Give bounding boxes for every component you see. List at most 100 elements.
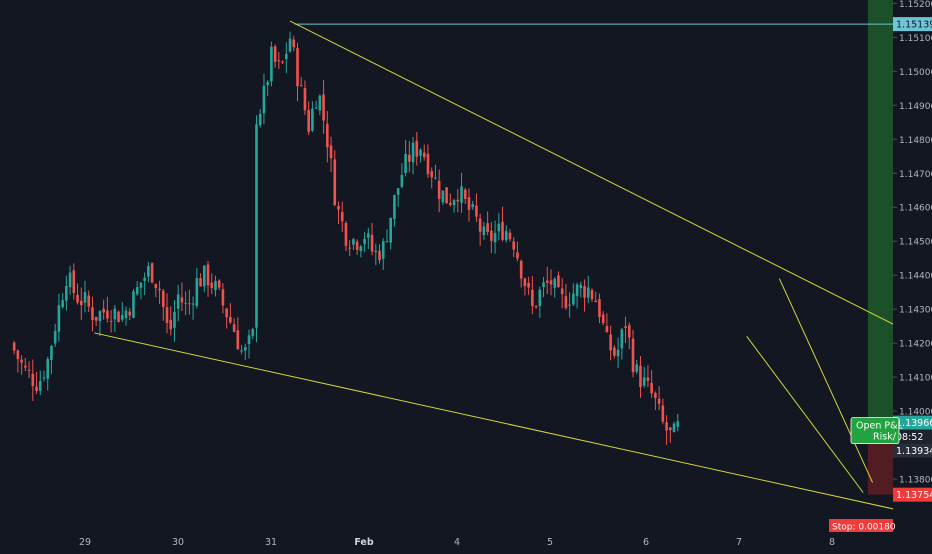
candle-body <box>27 369 31 371</box>
candle-body <box>613 347 616 356</box>
candle-body <box>314 107 318 109</box>
candle-body <box>87 295 91 307</box>
price-tick-label: 1.14900 <box>899 102 932 112</box>
time-tick-label: 30 <box>172 537 184 548</box>
candle-body <box>609 334 612 351</box>
candle-body <box>452 200 456 206</box>
candle-body <box>57 305 61 332</box>
time-axis[interactable]: 29 30 31 Feb 4 5 6 7 8 <box>79 537 835 548</box>
candle-body <box>404 154 407 173</box>
upper-channel-line[interactable] <box>289 20 932 414</box>
candle-body <box>441 190 445 203</box>
candle-body <box>176 294 180 309</box>
candle-body <box>165 307 169 323</box>
candle-body <box>109 320 113 322</box>
candle-body <box>672 423 676 433</box>
stop-distance-label: Stop: 0.00180 <box>829 519 896 533</box>
candle-body <box>553 278 557 288</box>
candle-body <box>508 232 512 240</box>
candle-body <box>340 211 344 222</box>
time-tick-label: Feb <box>354 537 374 548</box>
time-tick-label: 6 <box>643 537 649 548</box>
wedge-lower-line[interactable] <box>746 336 864 493</box>
candle-body <box>359 246 363 251</box>
risk-label: Risk/ <box>873 432 897 443</box>
candle-body <box>616 349 620 357</box>
candle-body <box>31 373 35 387</box>
candle-body <box>408 154 411 162</box>
candle-body <box>557 275 560 287</box>
candle-body <box>195 278 199 306</box>
candle-body <box>460 186 463 203</box>
candle-body <box>564 296 568 308</box>
candle-body <box>128 311 132 316</box>
candle-body <box>501 221 504 240</box>
candle-body <box>191 303 195 305</box>
candle-body <box>247 335 251 345</box>
candle-body <box>318 95 322 111</box>
candle-body <box>53 331 57 344</box>
candle-body <box>583 286 586 298</box>
candle-body <box>646 377 650 381</box>
candle-body <box>624 326 627 329</box>
candle-body <box>161 290 165 308</box>
candle-body <box>91 307 94 321</box>
candles-layer <box>12 31 680 445</box>
price-tick-label: 1.14200 <box>899 340 932 350</box>
candle-body <box>120 315 124 320</box>
current-price-label: 1.13934 <box>893 443 932 458</box>
price-axis[interactable]: 1.15200 1.15100 1.15000 1.14900 1.14800 1.147… <box>893 0 932 550</box>
candle-body <box>326 123 329 148</box>
candle-body <box>206 264 210 286</box>
drawings-layer[interactable] <box>94 20 932 530</box>
price-tick-label: 1.15200 <box>899 0 932 10</box>
candle-body <box>210 282 214 288</box>
candle-body <box>76 294 79 303</box>
candle-body <box>486 223 489 233</box>
lower-support-line[interactable] <box>94 332 932 530</box>
candle-body <box>42 377 46 379</box>
price-tick-label: 1.14000 <box>899 408 932 418</box>
candle-body <box>344 223 348 246</box>
candle-body <box>639 365 642 388</box>
candle-body <box>79 300 83 306</box>
candle-body <box>355 241 359 250</box>
candle-body <box>124 310 128 319</box>
candle-body <box>180 297 184 303</box>
candle-body <box>281 61 284 63</box>
candle-body <box>598 299 601 318</box>
candle-body <box>229 316 232 323</box>
candle-body <box>322 94 325 121</box>
candle-body <box>560 288 564 295</box>
candle-body <box>586 287 590 298</box>
candle-body <box>631 338 635 373</box>
time-tick-label: 7 <box>736 537 742 548</box>
candle-body <box>549 280 553 285</box>
candle-body <box>650 383 653 394</box>
candle-body <box>419 149 422 156</box>
candle-body <box>620 329 624 349</box>
price-tick-label: 1.14800 <box>899 136 932 146</box>
position-info-box[interactable]: Open P&L Risk/ <box>850 417 904 445</box>
candle-body <box>527 282 530 288</box>
candle-body <box>311 108 314 131</box>
candle-body <box>147 265 150 277</box>
candle-body <box>471 204 475 208</box>
time-tick-label: 8 <box>829 537 835 548</box>
price-axis-background <box>893 0 932 550</box>
target-zone[interactable] <box>867 0 893 432</box>
candle-body <box>523 278 527 287</box>
candle-body <box>415 140 419 157</box>
candle-body <box>292 39 296 48</box>
candle-body <box>482 226 486 236</box>
candle-body <box>370 234 374 252</box>
candle-body <box>251 329 255 336</box>
candle-body <box>594 300 598 303</box>
candle-body <box>348 247 351 249</box>
candle-body <box>169 319 173 330</box>
wedge-upper-line[interactable] <box>778 278 873 483</box>
candle-body <box>590 290 594 300</box>
candle-body <box>333 159 337 206</box>
